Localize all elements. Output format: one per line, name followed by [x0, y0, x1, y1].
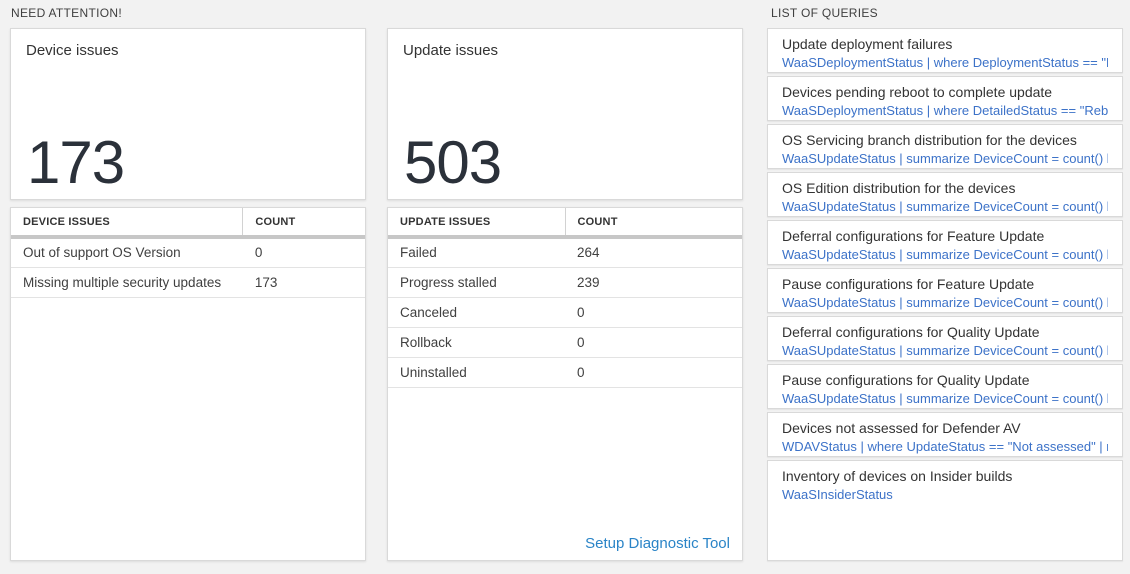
update-issue-row[interactable]: Uninstalled 0	[388, 357, 742, 388]
device-issue-label: Missing multiple security updates	[11, 267, 243, 298]
setup-diagnostic-tool-link[interactable]: Setup Diagnostic Tool	[585, 535, 730, 552]
query-item[interactable]: Inventory of devices on Insider builds W…	[767, 459, 1123, 561]
device-issues-table: DEVICE ISSUES COUNT Out of support OS Ve…	[11, 208, 365, 298]
query-title: Pause configurations for Feature Update	[782, 275, 1035, 292]
query-list: Update deployment failures WaaSDeploymen…	[767, 28, 1123, 561]
query-item[interactable]: Devices not assessed for Defender AV WDA…	[767, 411, 1123, 458]
update-issue-label: Canceled	[388, 297, 565, 328]
query-title: OS Servicing branch distribution for the…	[782, 131, 1077, 148]
query-item[interactable]: Pause configurations for Feature Update …	[767, 267, 1123, 314]
need-attention-column-device: NEED ATTENTION! Device issues 173 DEVICE…	[10, 0, 366, 561]
query-title: Devices not assessed for Defender AV	[782, 419, 1021, 436]
query-text: WaaSUpdateStatus | summarize DeviceCount…	[782, 150, 1108, 166]
list-of-queries-header: LIST OF QUERIES	[771, 6, 878, 20]
query-item[interactable]: Pause configurations for Quality Update …	[767, 363, 1123, 410]
query-item[interactable]: OS Servicing branch distribution for the…	[767, 123, 1123, 170]
need-attention-column-update: Update issues 503 UPDATE ISSUES COUNT Fa…	[387, 0, 743, 561]
query-text: WaaSDeploymentStatus | where DeploymentS…	[782, 55, 1108, 70]
update-issue-count: 264	[565, 237, 742, 268]
device-issues-total: 173	[27, 129, 125, 196]
query-text: WaaSInsiderStatus	[782, 486, 893, 502]
query-text: WDAVStatus | where UpdateStatus == "Not …	[782, 438, 1108, 454]
query-title: Inventory of devices on Insider builds	[782, 467, 1013, 484]
query-text: WaaSUpdateStatus | summarize DeviceCount…	[782, 246, 1108, 262]
update-issue-row[interactable]: Progress stalled 239	[388, 267, 742, 298]
update-issues-table: UPDATE ISSUES COUNT Failed 264 Progress …	[388, 208, 742, 388]
update-issue-count: 0	[565, 297, 742, 328]
device-issue-count: 0	[242, 237, 365, 268]
query-title: Deferral configurations for Quality Upda…	[782, 323, 1040, 340]
device-issue-label: Out of support OS Version	[11, 237, 243, 268]
list-of-queries-column: LIST OF QUERIES Update deployment failur…	[767, 0, 1123, 561]
query-title: Pause configurations for Quality Update	[782, 371, 1030, 388]
query-title: OS Edition distribution for the devices	[782, 179, 1016, 196]
query-text: WaaSUpdateStatus | summarize DeviceCount…	[782, 342, 1108, 358]
need-attention-header-spacer	[387, 0, 743, 28]
query-text: WaaSDeploymentStatus | where DetailedSta…	[782, 102, 1108, 118]
device-issues-column-header: DEVICE ISSUES	[11, 208, 244, 239]
update-issue-count: 239	[565, 267, 742, 298]
update-issue-label: Progress stalled	[388, 267, 565, 298]
update-issues-tile-title: Update issues	[403, 42, 499, 59]
update-issue-count: 0	[565, 357, 742, 388]
update-issues-column-header: UPDATE ISSUES	[388, 208, 566, 239]
query-text: WaaSUpdateStatus | summarize DeviceCount…	[782, 390, 1108, 406]
device-count-column-header: COUNT	[242, 208, 365, 239]
device-issue-row[interactable]: Missing multiple security updates 173	[11, 267, 365, 298]
query-item[interactable]: Devices pending reboot to complete updat…	[767, 75, 1123, 122]
update-issue-label: Rollback	[388, 327, 565, 358]
query-title: Devices pending reboot to complete updat…	[782, 83, 1053, 100]
update-count-column-header: COUNT	[565, 208, 742, 239]
device-issues-table-header-row: DEVICE ISSUES COUNT	[11, 208, 365, 239]
update-issue-count: 0	[565, 327, 742, 358]
update-issues-table-card: UPDATE ISSUES COUNT Failed 264 Progress …	[387, 207, 743, 561]
device-issue-count: 173	[242, 267, 365, 298]
query-title: Deferral configurations for Feature Upda…	[782, 227, 1045, 244]
update-issue-row[interactable]: Failed 264	[388, 237, 742, 268]
device-issues-tile-title: Device issues	[26, 42, 119, 59]
update-issue-row[interactable]: Canceled 0	[388, 297, 742, 328]
query-title: Update deployment failures	[782, 36, 953, 52]
update-issue-row[interactable]: Rollback 0	[388, 327, 742, 358]
query-item[interactable]: Deferral configurations for Feature Upda…	[767, 219, 1123, 266]
need-attention-header: NEED ATTENTION!	[11, 6, 122, 20]
device-issues-tile[interactable]: Device issues 173	[10, 28, 366, 200]
update-issues-table-header-row: UPDATE ISSUES COUNT	[388, 208, 742, 239]
device-issues-table-card: DEVICE ISSUES COUNT Out of support OS Ve…	[10, 207, 366, 561]
query-item[interactable]: Deferral configurations for Quality Upda…	[767, 315, 1123, 362]
query-item[interactable]: Update deployment failures WaaSDeploymen…	[767, 28, 1123, 74]
device-issue-row[interactable]: Out of support OS Version 0	[11, 237, 365, 268]
query-item[interactable]: OS Edition distribution for the devices …	[767, 171, 1123, 218]
query-text: WaaSUpdateStatus | summarize DeviceCount…	[782, 294, 1108, 310]
update-issue-label: Uninstalled	[388, 357, 565, 388]
update-issues-tile[interactable]: Update issues 503	[387, 28, 743, 200]
update-issue-label: Failed	[388, 237, 565, 268]
update-issues-total: 503	[404, 129, 502, 196]
query-text: WaaSUpdateStatus | summarize DeviceCount…	[782, 198, 1108, 214]
